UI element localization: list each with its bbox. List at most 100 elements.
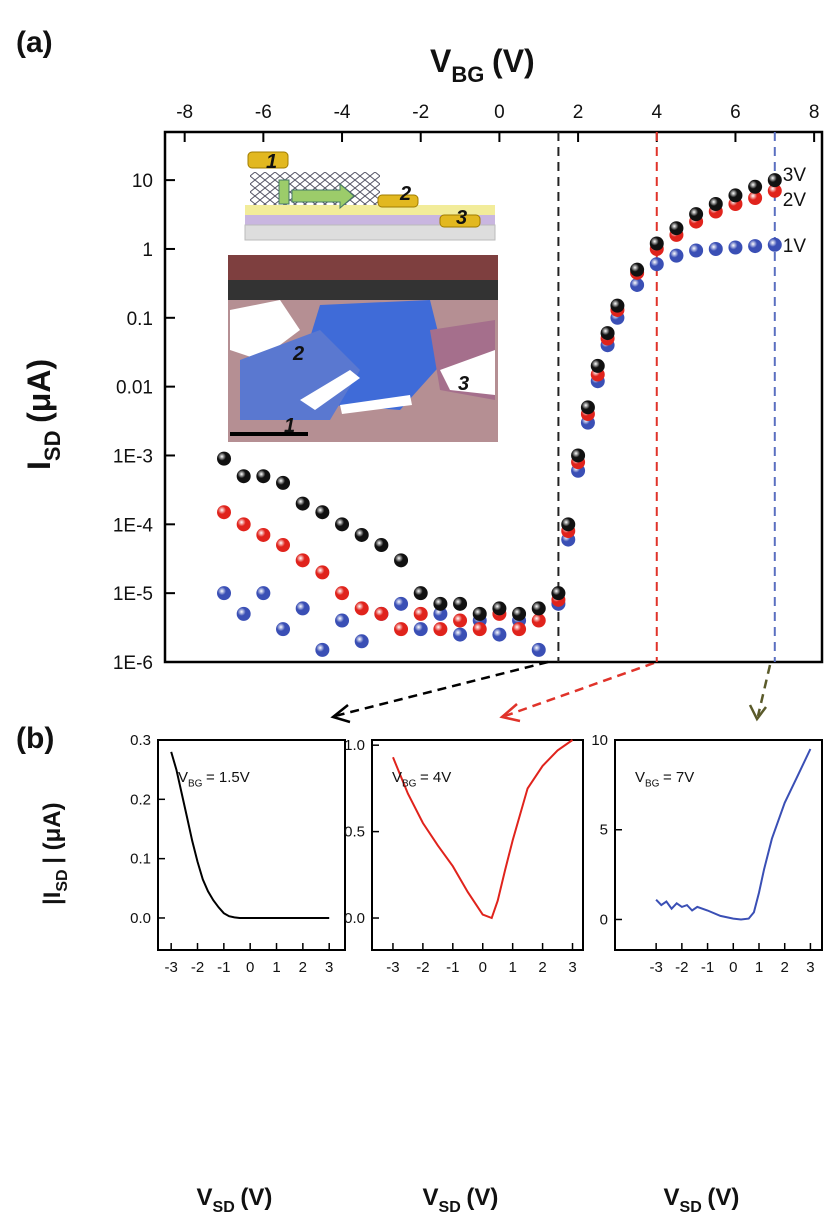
label-main: V [635, 769, 645, 786]
y-tick-label: 0.3 [130, 732, 151, 749]
data-point [600, 326, 615, 341]
y-tick-label: 1E-4 [113, 515, 154, 536]
data-point [767, 237, 782, 252]
connector [334, 660, 549, 718]
data-point [335, 613, 350, 628]
data-point [295, 496, 310, 511]
x-tick-label: -3 [386, 959, 399, 976]
label-sub: SD [40, 431, 65, 462]
label-sub: SD [54, 869, 71, 891]
layer [245, 205, 495, 215]
data-point [767, 183, 782, 198]
y-tick-label: 0.2 [130, 791, 151, 808]
plot-frame [614, 739, 823, 951]
y-tick-label: 0 [600, 911, 608, 928]
data-point [669, 248, 684, 263]
data-point [453, 613, 468, 628]
data-point [315, 565, 330, 580]
label-unit: (V) [466, 1184, 498, 1211]
inset-label: 3 [458, 373, 469, 395]
x-tick-label: 0 [246, 959, 254, 976]
data-point [433, 622, 448, 637]
x-tick-label: 1 [755, 959, 763, 976]
plot-frame [157, 739, 346, 951]
label-unit: (μA) [21, 359, 57, 423]
data-point [315, 642, 330, 657]
label-sub: BG [402, 779, 417, 790]
substrate [228, 280, 498, 300]
data-point [531, 642, 546, 657]
data-point [708, 241, 723, 256]
x-tick-label: 1 [272, 959, 280, 976]
inset-label: 1 [284, 415, 295, 437]
x-tick-label: -2 [191, 959, 204, 976]
label-sub: SD [439, 1199, 461, 1216]
data-point [689, 207, 704, 222]
x-tick-label: 3 [325, 959, 333, 976]
data-point [374, 538, 389, 553]
data-point [531, 613, 546, 628]
x-tick-label: -4 [334, 102, 351, 123]
data-point [236, 517, 251, 532]
x-tick-label: 8 [809, 102, 820, 123]
axis-label: |ISD | (μA) [39, 802, 71, 905]
layer [244, 224, 496, 241]
arrowhead [330, 704, 351, 724]
data-point [472, 622, 487, 637]
label-sub: SD [213, 1199, 235, 1216]
data-point [561, 517, 576, 532]
data-point [236, 606, 251, 621]
x-tick-label: -3 [649, 959, 662, 976]
substrate [228, 255, 498, 280]
label-sub: BG [451, 62, 484, 87]
panel-label: (b) [16, 722, 54, 755]
data-point [413, 622, 428, 637]
data-point [708, 196, 723, 211]
data-point [236, 469, 251, 484]
arrow [278, 179, 290, 205]
legend-label: 1V [783, 236, 807, 257]
inset-label: 2 [292, 343, 304, 365]
y-tick-label: 0.5 [344, 824, 365, 841]
data-point [394, 596, 409, 611]
label-unit: | (μA) [39, 802, 66, 863]
x-tick-label: 4 [651, 102, 662, 123]
data-point [767, 173, 782, 188]
axis-label: VSD (V) [423, 1184, 499, 1216]
x-tick-label: -2 [675, 959, 688, 976]
x-tick-label: 0 [729, 959, 737, 976]
label-main: I [21, 461, 57, 470]
label-main: V [392, 769, 402, 786]
data-point [276, 538, 291, 553]
data-point [551, 586, 566, 601]
x-tick-label: 2 [573, 102, 584, 123]
y-tick-label: 0.1 [127, 309, 153, 330]
layer [245, 215, 495, 225]
data-point [610, 298, 625, 313]
arrowhead [499, 703, 521, 723]
data-point [335, 517, 350, 532]
label-unit: = 7V [663, 769, 694, 786]
axis-label: VBG = 1.5V [178, 769, 250, 790]
data-point [354, 527, 369, 542]
data-point [512, 622, 527, 637]
data-point [649, 236, 664, 251]
data-point [374, 606, 389, 621]
legend-label: 3V [783, 165, 807, 186]
x-tick-label: 2 [781, 959, 789, 976]
label-main: |I [39, 892, 66, 905]
data-point [335, 586, 350, 601]
x-tick-label: 2 [299, 959, 307, 976]
plot-frame [371, 739, 584, 951]
data-point [217, 451, 232, 466]
electrode [439, 214, 481, 228]
y-tick-label: 5 [600, 822, 608, 839]
data-point [217, 505, 232, 520]
data-point [492, 601, 507, 616]
data-point [669, 221, 684, 236]
data-point [590, 358, 605, 373]
x-tick-label: -3 [164, 959, 177, 976]
x-tick-label: -1 [446, 959, 459, 976]
data-point [354, 634, 369, 649]
connector [756, 664, 772, 717]
